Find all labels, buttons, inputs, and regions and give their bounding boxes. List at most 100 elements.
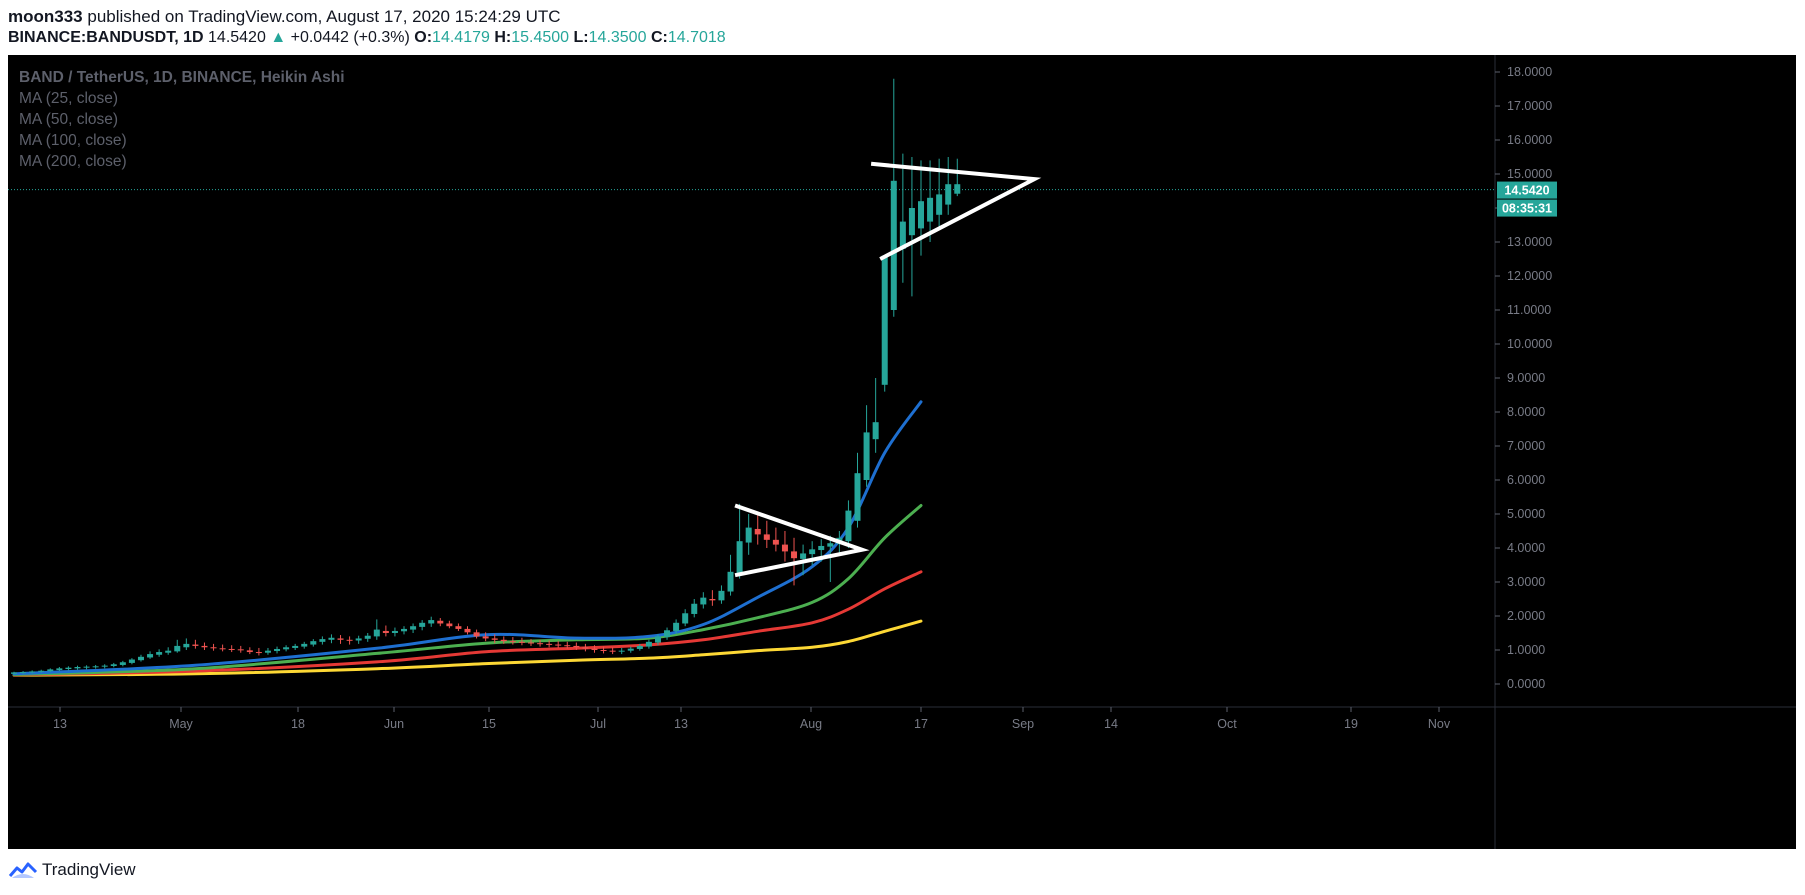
- candle-body: [754, 528, 761, 535]
- last-price: 14.5420: [208, 29, 266, 46]
- candle-body: [446, 623, 453, 627]
- candle-body: [645, 641, 652, 647]
- candle-body: [500, 639, 507, 642]
- low-value: 14.3500: [588, 29, 647, 46]
- candle-body: [310, 641, 317, 645]
- candle-body: [927, 197, 934, 222]
- candle-body: [763, 534, 770, 540]
- candle-body: [464, 628, 471, 633]
- candle-body: [292, 645, 299, 648]
- legend-ma25[interactable]: MA (25, close): [19, 90, 119, 107]
- price-change: +0.0442 (+0.3%): [290, 29, 410, 46]
- tradingview-logo-icon[interactable]: [8, 860, 38, 880]
- y-tick-label: 1.0000: [1507, 643, 1545, 657]
- last-price-badge-text: 14.5420: [1504, 184, 1549, 198]
- candle-body: [183, 643, 190, 648]
- candle-body: [382, 630, 389, 633]
- candle-body: [119, 662, 126, 665]
- x-tick-label: Jul: [590, 717, 606, 731]
- y-tick-label: 18.0000: [1507, 65, 1552, 79]
- candle-body: [673, 622, 680, 631]
- candle-body: [654, 636, 661, 643]
- x-tick-label: 13: [53, 717, 67, 731]
- candle-body: [65, 667, 72, 670]
- candle-body: [509, 641, 516, 643]
- y-tick-label: 13.0000: [1507, 235, 1552, 249]
- legend-ma200[interactable]: MA (200, close): [19, 153, 127, 170]
- candle-body: [709, 599, 716, 601]
- candle-body: [781, 544, 788, 552]
- candle-body: [945, 184, 952, 205]
- x-tick-label: Aug: [800, 717, 822, 731]
- candle-body: [772, 539, 779, 545]
- candle-body: [319, 639, 326, 642]
- candle-body: [165, 650, 172, 653]
- legend-ma100[interactable]: MA (100, close): [19, 132, 127, 149]
- author-name[interactable]: moon333: [8, 7, 83, 26]
- candle-body: [255, 652, 262, 654]
- candle-body: [609, 650, 616, 652]
- candle-body: [491, 638, 498, 640]
- candle-body: [74, 667, 81, 669]
- x-tick-label: 17: [914, 717, 928, 731]
- candle-body: [110, 664, 117, 666]
- low-label: L:: [573, 29, 589, 46]
- candle-body: [92, 666, 99, 668]
- y-tick-label: 16.0000: [1507, 133, 1552, 147]
- candle-body: [736, 541, 743, 574]
- y-tick-label: 6.0000: [1507, 473, 1545, 487]
- candle-body: [83, 666, 90, 668]
- candle-body: [283, 647, 290, 650]
- high-label: H:: [494, 29, 512, 46]
- candle-body: [401, 628, 408, 632]
- candle-body: [38, 670, 45, 672]
- candle-body: [564, 645, 571, 647]
- chart-panel[interactable]: 0.0000 1.0000 2.0000 3.0000 4.0000 5.0000 6.00…: [8, 55, 1796, 849]
- candle-body: [237, 649, 244, 651]
- candle-body: [582, 647, 589, 649]
- legend-ma50[interactable]: MA (50, close): [19, 111, 119, 128]
- candle-body: [455, 626, 462, 629]
- candle-body: [337, 638, 344, 640]
- y-tick-label: 12.0000: [1507, 269, 1552, 283]
- candle-body: [346, 639, 353, 641]
- candle-body: [419, 622, 426, 627]
- close-value: 14.7018: [667, 29, 726, 46]
- candle-body: [745, 527, 752, 543]
- candle-body: [727, 571, 734, 592]
- brand-name[interactable]: TradingView: [42, 860, 136, 879]
- last-price-badge: [1497, 181, 1557, 199]
- candle-body: [128, 659, 135, 663]
- candle-body: [518, 641, 525, 643]
- candle-body: [56, 668, 63, 671]
- open-label: O:: [414, 29, 433, 46]
- x-tick-label: May: [169, 717, 193, 731]
- candle-body: [890, 180, 897, 310]
- y-tick-label: 7.0000: [1507, 439, 1545, 453]
- x-tick-label: Jun: [384, 717, 404, 731]
- ma100-line: [12, 570, 923, 677]
- candle-body: [527, 642, 534, 644]
- x-tick-label: Oct: [1217, 717, 1237, 731]
- y-tick-label: 11.0000: [1507, 303, 1551, 317]
- candle-body: [328, 637, 335, 640]
- candle-body: [355, 638, 362, 641]
- price-chart[interactable]: 0.0000 1.0000 2.0000 3.0000 4.0000 5.0000 6.00…: [8, 55, 1796, 849]
- candle-body: [809, 549, 816, 555]
- candle-body: [863, 432, 870, 480]
- candle-body: [827, 543, 834, 547]
- countdown-badge: [1497, 199, 1557, 217]
- candle-body: [428, 620, 435, 624]
- candle-body: [473, 632, 480, 637]
- candle-body: [691, 603, 698, 614]
- y-tick-label: 10.0000: [1507, 337, 1552, 351]
- x-tick-label: 14: [1104, 717, 1118, 731]
- open-value: 14.4179: [432, 29, 490, 46]
- candle-body: [47, 669, 54, 672]
- candle-body: [192, 644, 199, 646]
- ma200-line: [12, 619, 923, 677]
- candle-body: [591, 648, 598, 650]
- chart-legend: BAND / TetherUS, 1D, BINANCE, Heikin Ash…: [19, 67, 345, 172]
- candle-body: [872, 422, 879, 440]
- candle-body: [301, 643, 308, 647]
